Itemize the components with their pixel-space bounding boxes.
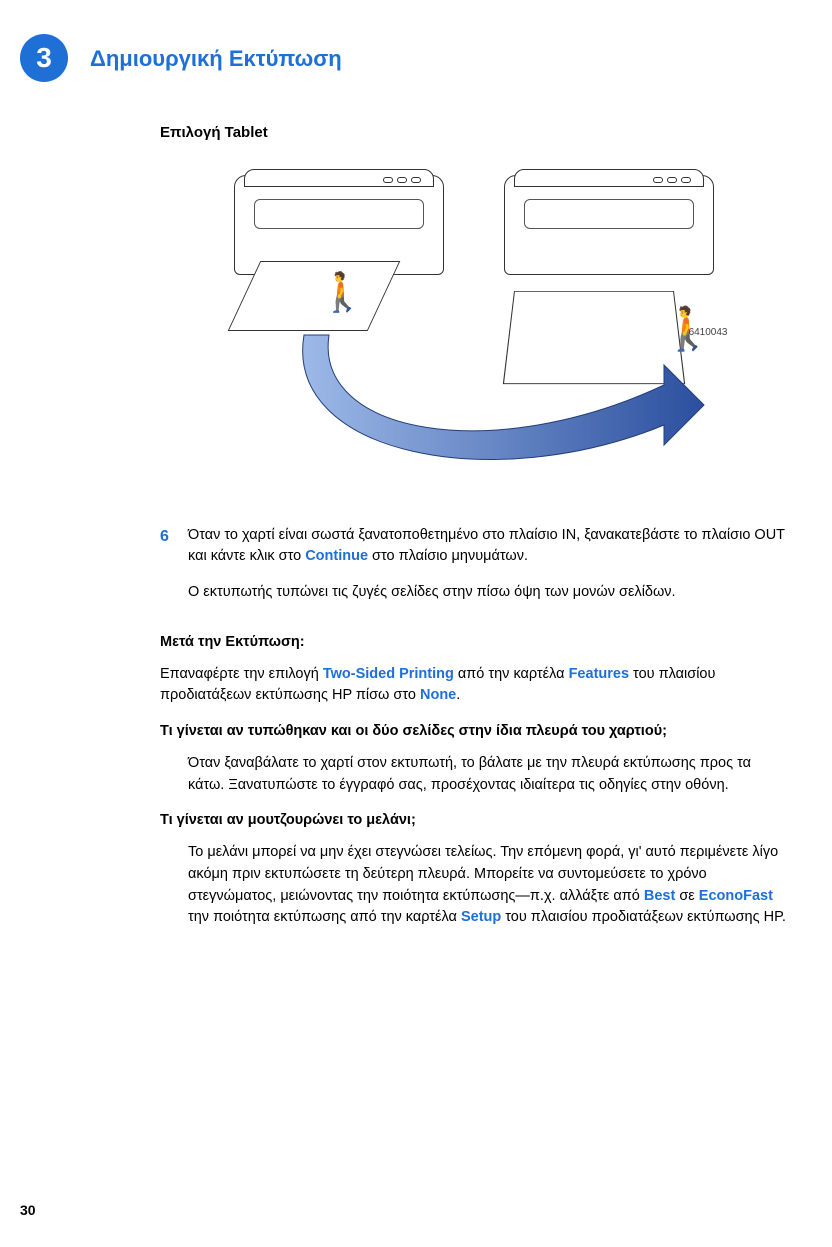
step6-text-b: στο πλαίσιο μηνυμάτων. [368,548,528,564]
step-body: Όταν το χαρτί είναι σωστά ξανατοποθετημέ… [188,525,787,618]
after-a: Επαναφέρτε την επιλογή [160,666,323,682]
after-b: από την καρτέλα [454,666,569,682]
page-number: 30 [20,1200,36,1221]
two-sided-printing-link[interactable]: Two-Sided Printing [323,666,454,682]
chapter-number-bubble: 3 [20,34,68,82]
flow-arrow-icon [244,325,724,525]
chapter-header: 3 Δημιουργική Εκτύπωση [20,34,787,82]
econofast-link[interactable]: EconoFast [699,888,773,904]
question1-head: Τι γίνεται αν τυπώθηκαν και οι δύο σελίδ… [160,721,787,743]
figure-container: 🚶 🚶 6410043 [160,165,787,505]
printer-figure: 🚶 🚶 6410043 [214,165,734,505]
step6-text-c: Ο εκτυπωτής τυπώνει τις ζυγές σελίδες στ… [188,582,787,604]
question2-body: Το μελάνι μπορεί να μην έχει στεγνώσει τ… [160,842,787,929]
chapter-title: Δημιουργική Εκτύπωση [90,42,342,75]
after-d: . [456,687,460,703]
continue-link[interactable]: Continue [305,548,368,564]
step-6: 6 Όταν το χαρτί είναι σωστά ξανατοποθετη… [160,525,787,618]
section-subhead: Επιλογή Tablet [160,122,787,145]
features-link[interactable]: Features [569,666,629,682]
q2-d: του πλαισίου προδιατάξεων εκτύπωσης HP. [501,909,786,925]
page-content: Επιλογή Tablet 🚶 🚶 6410043 [20,122,787,929]
question2-head: Τι γίνεται αν μουτζουρώνει το μελάνι; [160,810,787,832]
none-link[interactable]: None [420,687,456,703]
q2-c: την ποιότητα εκτύπωσης από την καρτέλα [188,909,461,925]
after-printing-body: Επαναφέρτε την επιλογή Two-Sided Printin… [160,664,787,708]
question1-body: Όταν ξαναβάλατε το χαρτί στον εκτυπωτή, … [160,753,787,797]
best-link[interactable]: Best [644,888,675,904]
person-icon-left: 🚶 [319,265,366,322]
after-printing-head: Μετά την Εκτύπωση: [160,632,787,654]
setup-link[interactable]: Setup [461,909,501,925]
q2-b: σε [675,888,698,904]
step-number: 6 [160,525,188,618]
